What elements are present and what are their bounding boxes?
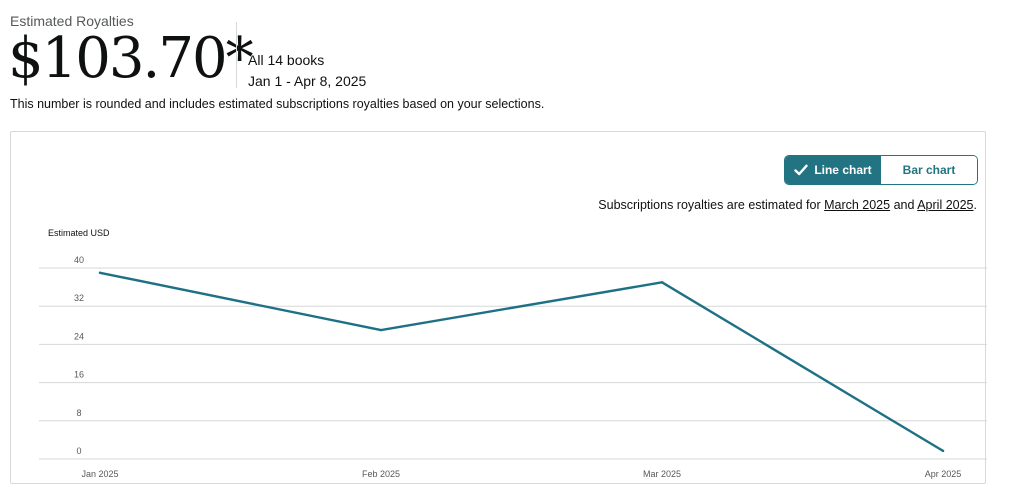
header-divider (236, 22, 237, 88)
royalties-total-amount: $103.70* (8, 26, 254, 91)
line-chart-button[interactable]: Line chart (785, 156, 881, 184)
x-tick-label: Mar 2025 (643, 469, 681, 479)
y-tick-label: 16 (74, 370, 84, 380)
books-scope-label: All 14 books (248, 52, 325, 68)
bar-chart-label: Bar chart (902, 163, 956, 177)
x-tick-label: Jan 2025 (81, 469, 118, 479)
royalties-line-chart: Estimated USD 0 8 16 24 32 40 Jan 2025 Feb 2025 M… (39, 228, 987, 479)
bar-chart-button[interactable]: Bar chart (881, 156, 977, 184)
line-chart-label: Line chart (814, 163, 872, 177)
y-tick-label: 24 (74, 331, 84, 341)
chart-type-toggle: Line chart Bar chart (784, 155, 978, 185)
chart-panel: Line chart Bar chart Subscriptions royal… (10, 131, 987, 484)
x-tick-label: Apr 2025 (925, 469, 962, 479)
rounding-note: This number is rounded and includes esti… (10, 97, 545, 111)
march-2025-link[interactable]: March 2025 (824, 198, 891, 212)
subscriptions-note-middle: and (890, 198, 918, 212)
y-tick-label: 32 (74, 293, 84, 303)
y-tick-label: 8 (76, 408, 81, 418)
checkmark-icon (794, 164, 809, 176)
data-point (98, 271, 102, 274)
data-point (660, 281, 664, 284)
royalties-eyebrow-label: Estimated Royalties (10, 13, 134, 29)
y-axis-title: Estimated USD (48, 228, 110, 238)
y-tick-label: 40 (74, 255, 84, 265)
data-point (379, 328, 383, 332)
x-tick-label: Feb 2025 (362, 469, 400, 479)
date-range-label: Jan 1 - Apr 8, 2025 (248, 73, 367, 89)
y-tick-label: 0 (76, 446, 81, 456)
series-line (98, 271, 945, 453)
subscriptions-note: Subscriptions royalties are estimated fo… (598, 198, 977, 212)
april-2025-link[interactable]: April 2025 (917, 198, 974, 212)
data-point (941, 449, 945, 453)
subscriptions-note-suffix: . (973, 198, 977, 212)
subscriptions-note-prefix: Subscriptions royalties are estimated fo… (598, 198, 825, 212)
